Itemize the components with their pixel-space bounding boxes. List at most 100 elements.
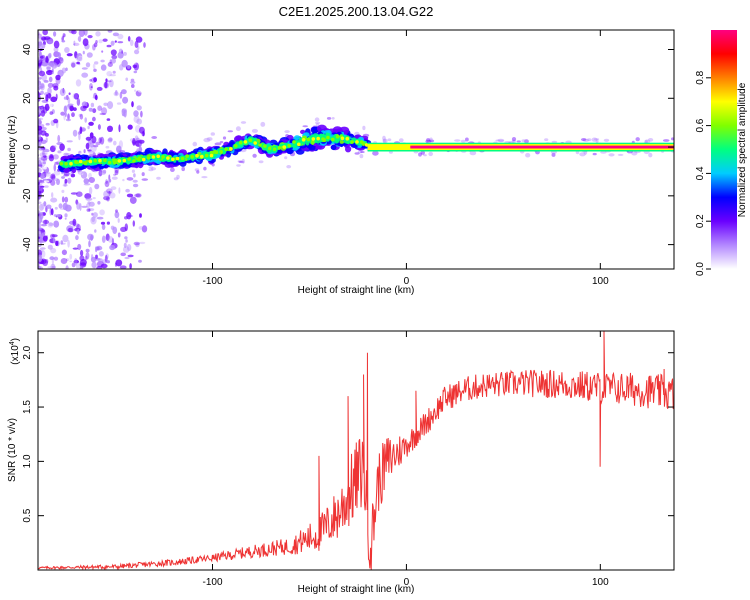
noise-blob (100, 179, 107, 187)
noise-blob (72, 218, 77, 227)
ridge-peak (360, 140, 364, 144)
noise-blob (132, 179, 138, 183)
noise-blob (80, 249, 84, 257)
noise-blob (79, 126, 83, 134)
noise-blob (75, 223, 80, 228)
ridge-blob (209, 150, 215, 155)
noise-blob (38, 216, 41, 219)
ridge-peak (321, 137, 325, 141)
noise-blob (62, 125, 68, 131)
ridge-peak (214, 150, 219, 154)
noise-blob (44, 219, 47, 225)
speckle-blob (504, 141, 511, 144)
speckle-blob (662, 139, 670, 142)
noise-blob (40, 83, 45, 89)
ridge-peak (224, 147, 228, 152)
speckle-blob (579, 152, 586, 157)
noise-blob (56, 214, 62, 218)
ridge-peak (340, 136, 345, 141)
speckle-blob (314, 117, 320, 122)
noise-blob (60, 258, 68, 264)
speckle-blob (315, 123, 320, 127)
noise-blob (81, 72, 89, 78)
noise-blob (38, 265, 41, 269)
noise-blob (136, 118, 142, 125)
spectrogram-panel: -100 0 100 -40 -20 0 20 40 Height of straight l… (7, 29, 675, 296)
noise-blob (121, 59, 128, 68)
speckle-blob (214, 142, 222, 146)
noise-blob (67, 113, 70, 121)
noise-blob (98, 39, 103, 44)
noise-blob (97, 201, 101, 205)
speckle-blob (286, 165, 292, 169)
ridge-peak (74, 160, 78, 164)
noise-blob (115, 259, 123, 267)
noise-blob (38, 148, 42, 155)
speckle-blob (595, 139, 599, 144)
noise-blob (85, 248, 90, 253)
noise-blob (97, 105, 103, 111)
ridge-peak (93, 159, 97, 163)
noise-blob (64, 178, 68, 184)
noise-blob (96, 86, 103, 91)
noise-blob (38, 76, 43, 81)
noise-blob (79, 265, 83, 269)
speckle-blob (151, 136, 158, 139)
speckle-blob (194, 168, 200, 172)
noise-blob (98, 258, 103, 263)
noise-blob (127, 65, 131, 69)
snr-xtick-label: 100 (592, 577, 609, 588)
noise-blob (67, 227, 73, 233)
speckle-blob (302, 125, 309, 128)
noise-blob (89, 79, 93, 82)
noise-blob (132, 183, 139, 188)
noise-blob (84, 255, 88, 261)
speckle-blob (516, 140, 521, 143)
noise-blob (78, 56, 83, 62)
noise-blob (50, 179, 56, 186)
speckle-blob (603, 138, 610, 142)
noise-blob (38, 45, 44, 51)
speckle-blob (38, 164, 43, 167)
noise-blob (40, 139, 47, 144)
snr-ticks: -100 0 100 0.5 1.0 1.5 2.0 (22, 331, 674, 588)
ridge-peak (132, 159, 136, 163)
speckle-blob (465, 137, 469, 142)
noise-blob (131, 229, 136, 234)
speckle-blob (635, 137, 640, 142)
speckle-blob (38, 157, 43, 161)
noise-blob (126, 193, 134, 198)
noise-blob (47, 244, 53, 250)
ridge-blob (315, 134, 321, 138)
noise-blob (48, 155, 55, 162)
snr-marks (38, 331, 674, 570)
noise-blob (137, 85, 144, 93)
ridge-peak (258, 143, 262, 147)
ridge-blob (311, 126, 319, 134)
noise-blob (126, 212, 132, 220)
noise-blob (55, 114, 61, 119)
ridge-peak (98, 158, 102, 163)
noise-blob (136, 105, 142, 111)
noise-blob (105, 78, 108, 83)
noise-blob (143, 42, 146, 48)
speckle-blob (136, 147, 143, 152)
noise-blob (41, 62, 48, 67)
noise-blob (138, 226, 143, 230)
noise-blob (78, 132, 81, 141)
noise-blob (99, 209, 105, 216)
noise-blob (100, 221, 106, 225)
speckle-blob (237, 160, 243, 163)
noise-blob (107, 236, 114, 243)
noise-blob (93, 68, 97, 73)
noise-blob (38, 210, 41, 214)
noise-blob (74, 40, 80, 48)
noise-blob (115, 90, 118, 96)
noise-blob (106, 188, 113, 194)
noise-blob (49, 207, 52, 216)
noise-blob (127, 112, 134, 118)
snr-ytick-label: 1.0 (22, 454, 33, 468)
noise-blob (98, 137, 102, 143)
noise-blob (95, 254, 98, 259)
noise-blob (67, 147, 71, 152)
